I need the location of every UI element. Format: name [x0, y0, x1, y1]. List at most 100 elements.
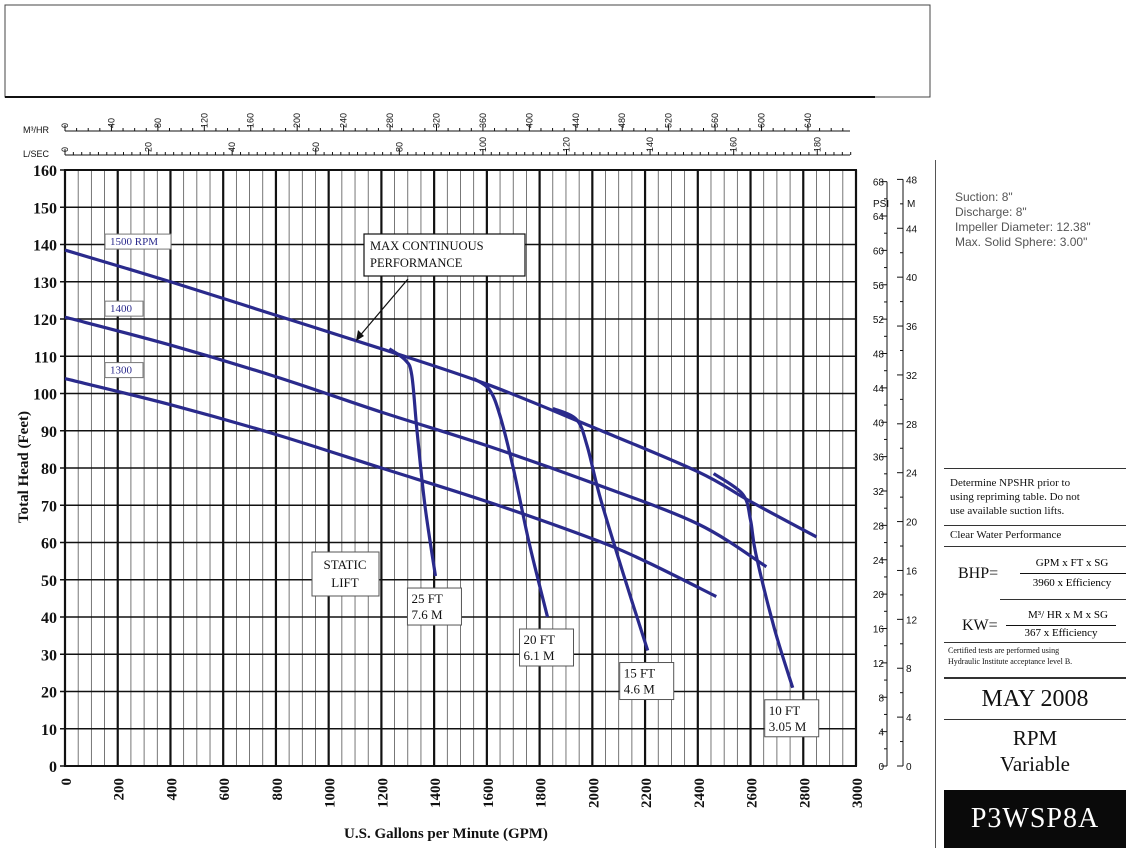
- kw-label: KW=: [962, 617, 998, 634]
- lsec-tick-label: 0: [60, 147, 70, 152]
- grid: [63, 169, 858, 767]
- lsec-tick-label: 160: [729, 137, 739, 152]
- m3hr-axis-label: M³/HR: [23, 125, 49, 135]
- y-axis-label: Total Head (Feet): [16, 411, 32, 523]
- lift-label-m: 3.05 M: [769, 719, 807, 734]
- psi-tick-label: 52: [873, 315, 885, 326]
- info-panel: [935, 160, 1126, 848]
- psi-tick-label: 68: [873, 178, 885, 189]
- pump-performance-chart: 0102030405060708090100110120130140150160…: [4, 4, 931, 842]
- rpm-label-box: [104, 362, 144, 379]
- m3hr-tick-label: 160: [246, 113, 256, 128]
- y-tick-label: 80: [41, 461, 57, 478]
- x-tick-label: 2200: [639, 778, 655, 808]
- psi-tick-label: 20: [873, 590, 885, 601]
- rpm-curve: [64, 248, 818, 539]
- m3hr-tick-label: 600: [757, 113, 767, 128]
- psi-tick-label: 16: [873, 625, 885, 636]
- rpm-label-box: [104, 233, 172, 250]
- x-tick-label: 0: [59, 778, 75, 786]
- lift-label-ft: 20 FT: [524, 632, 555, 647]
- model-banner: P3WSP8A: [944, 790, 1126, 848]
- m3hr-tick-label: 400: [524, 113, 534, 128]
- revision-date: MAY 2008: [981, 686, 1089, 712]
- bhp-denominator: 3960 x Efficiency: [1032, 577, 1112, 589]
- psi-tick-label: 36: [873, 453, 885, 464]
- m-tick-label: 16: [906, 566, 918, 577]
- m-tick-label: 4: [906, 713, 912, 724]
- rpm-label: RPM: [1012, 726, 1058, 750]
- lift-label-box: [519, 628, 575, 667]
- x-tick-label: 1200: [375, 778, 391, 808]
- psi-tick-label: 64: [873, 212, 885, 223]
- psi-tick-label: 56: [873, 281, 885, 292]
- rpm-label: 1400: [110, 303, 133, 315]
- m-tick-label: 20: [906, 518, 918, 529]
- x-tick-label: 2000: [586, 778, 602, 808]
- x-tick-label: 200: [112, 778, 128, 801]
- rpm-label: 1500 RPM: [110, 236, 158, 248]
- x-tick-label: 1600: [481, 778, 497, 808]
- lift-label-m: 4.6 M: [624, 682, 656, 697]
- kw-fraction-line: [1006, 625, 1116, 626]
- static-lift-curve: [552, 406, 650, 652]
- m-tick-label: 44: [906, 224, 918, 235]
- lsec-tick-label: 20: [144, 142, 154, 152]
- lsec-tick-label: 180: [812, 137, 822, 152]
- lsec-tick-label: 80: [394, 142, 404, 152]
- npshr-note-3: use available suction lifts.: [950, 505, 1065, 517]
- y-tick-label: 40: [41, 610, 57, 627]
- m-tick-label: 32: [906, 371, 918, 382]
- spec-suction: Suction: 8": [955, 190, 1013, 204]
- psi-tick-label: 44: [873, 384, 885, 395]
- psi-tick-label: 12: [873, 659, 885, 670]
- psi-tick-label: 0: [878, 762, 884, 773]
- static-lift-curve: [712, 472, 795, 689]
- m3hr-tick-label: 320: [431, 113, 441, 128]
- m3hr-tick-label: 520: [664, 113, 674, 128]
- x-tick-label: 600: [217, 778, 233, 801]
- m-tick-label: 28: [906, 420, 918, 431]
- divider: [944, 468, 1126, 469]
- max-continuous-text: PERFORMANCE: [370, 256, 463, 270]
- m-tick-label: 8: [906, 664, 912, 675]
- static-lift-curves: 25 FT7.6 M 20 FT6.1 M 15 FT4.6 M 10 FT3.05 …: [388, 347, 820, 738]
- max-continuous-text: MAX CONTINUOUS: [370, 239, 484, 253]
- y-tick-label: 70: [41, 498, 57, 515]
- y-tick-label: 140: [33, 238, 57, 255]
- y-tick-label: 120: [33, 312, 57, 329]
- kw-numerator: M³/ HR x M x SG: [1027, 609, 1108, 621]
- m3hr-tick-label: 120: [199, 113, 209, 128]
- lsec-axis-label: L/SEC: [23, 149, 50, 159]
- header-frame: [4, 4, 931, 98]
- x-tick-label: 1400: [428, 778, 444, 808]
- psi-tick-label: 24: [873, 556, 885, 567]
- static-lift-curve: [388, 347, 438, 577]
- npshr-note-2: using repriming table. Do not: [950, 491, 1080, 503]
- m3hr-tick-label: 560: [710, 113, 720, 128]
- certified-note-2: Hydraulic Institute acceptance level B.: [948, 657, 1073, 666]
- clear-water-label: Clear Water Performance: [950, 529, 1062, 541]
- psi-tick-label: 60: [873, 246, 885, 257]
- lift-label-m: 7.6 M: [411, 607, 443, 622]
- y-tick-label: 90: [41, 424, 57, 441]
- m3hr-tick-label: 280: [385, 113, 395, 128]
- rpm-label: 1300: [110, 365, 133, 377]
- rpm-variable: Variable: [1000, 752, 1070, 776]
- lift-label-box: [619, 662, 675, 701]
- m-tick-label: 40: [906, 273, 918, 284]
- static-lift-text: STATIC: [323, 557, 366, 572]
- psi-tick-label: 8: [878, 693, 884, 704]
- lsec-tick-label: 100: [478, 137, 488, 152]
- y-tick-label: 110: [34, 349, 57, 366]
- y-tick-label: 20: [41, 685, 57, 702]
- x-axis-label: U.S. Gallons per Minute (GPM): [344, 826, 548, 842]
- static-lift-box: [311, 551, 380, 597]
- m-tick-label: 36: [906, 322, 918, 333]
- m3hr-tick-label: 480: [617, 113, 627, 128]
- lift-label-ft: 10 FT: [769, 703, 800, 718]
- psi-tick-label: 40: [873, 418, 885, 429]
- y-tick-label: 10: [41, 722, 57, 739]
- lsec-tick-label: 140: [645, 137, 655, 152]
- bhp-numerator: GPM x FT x SG: [1035, 557, 1109, 569]
